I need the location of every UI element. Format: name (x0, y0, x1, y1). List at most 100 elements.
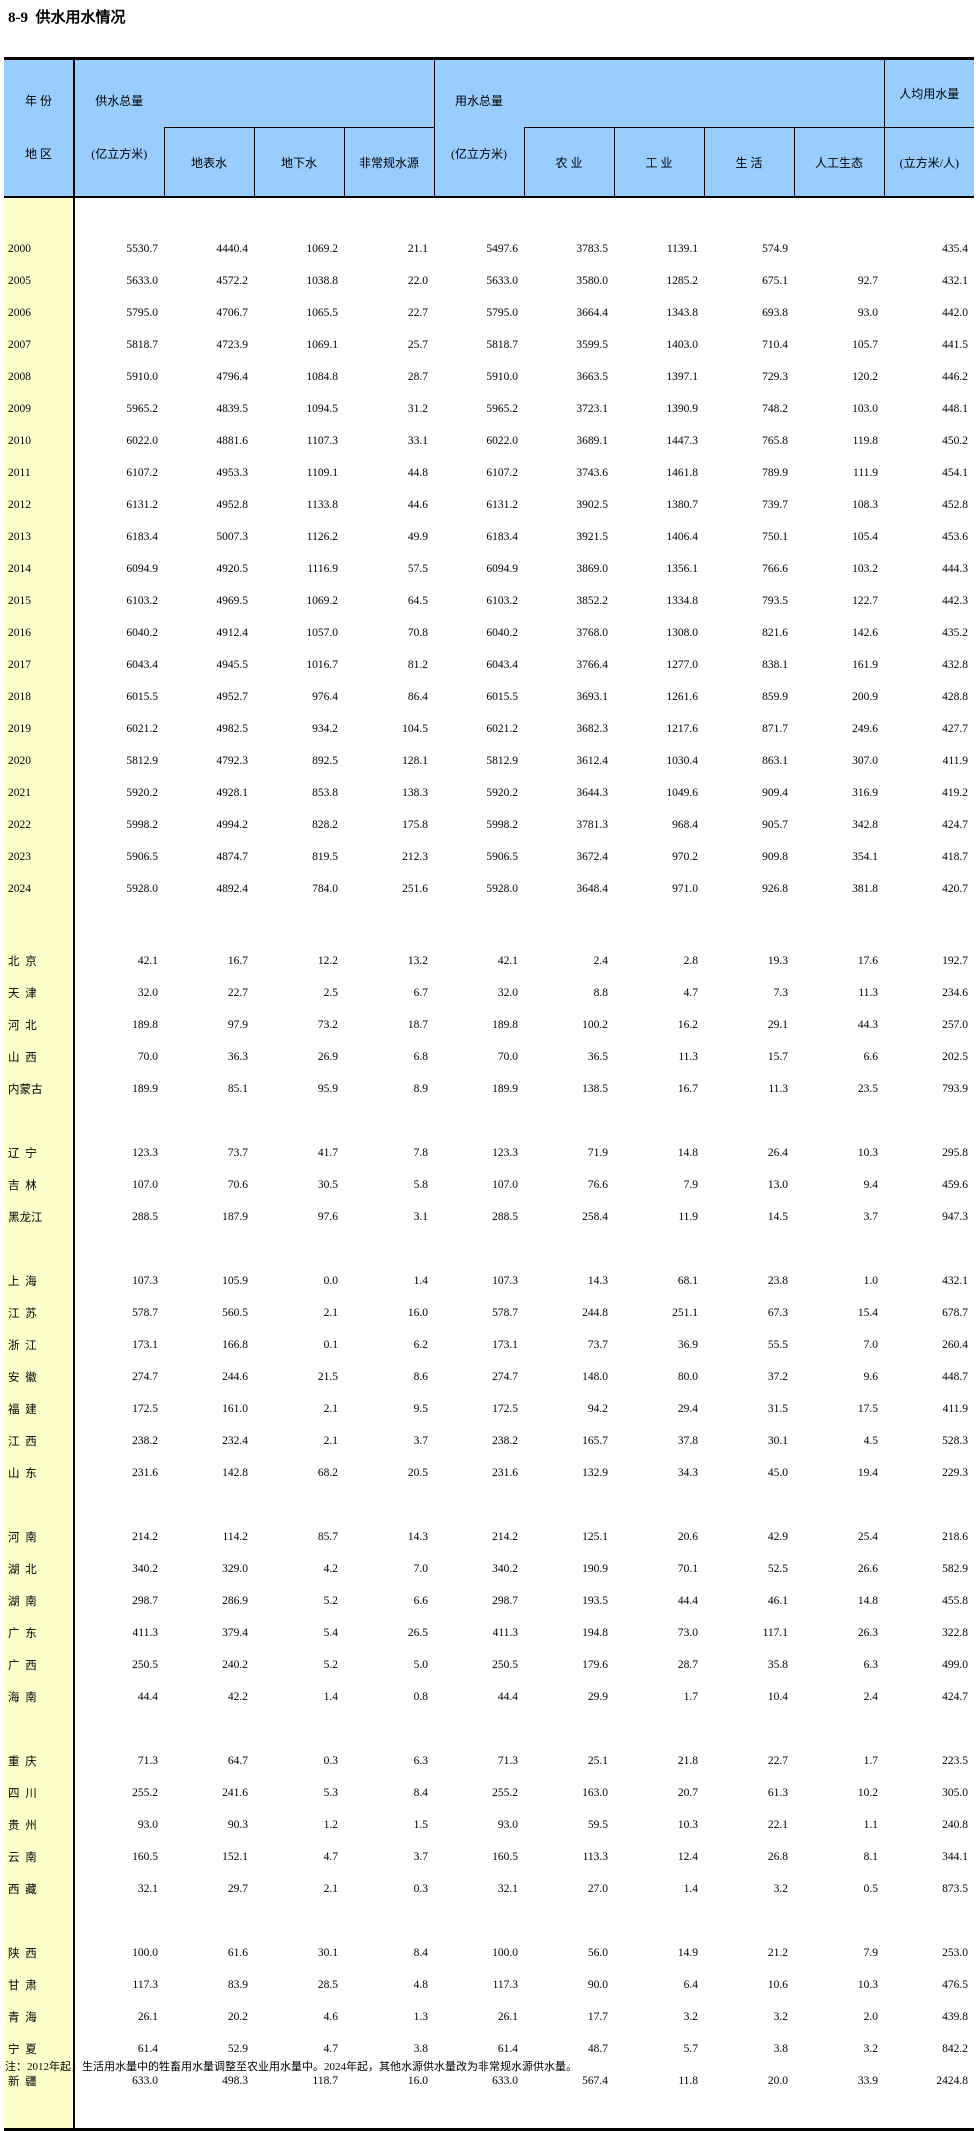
cell-value: 26.6 (857, 1563, 879, 1575)
table-row: 2024 5928.0 4892.4 784.0 251.6 5928.0 3648.4 97… (4, 873, 974, 905)
spacer-row (4, 1105, 974, 1137)
cell-value: 173.1 (492, 1339, 519, 1351)
cell-value: 729.3 (762, 371, 789, 383)
cell-value: 1.7 (683, 1691, 699, 1703)
cell-value: 27.0 (587, 1883, 609, 1895)
cell-value: 14.8 (677, 1147, 699, 1159)
cell-value: 160.5 (132, 1851, 158, 1863)
cell-value: 5906.5 (126, 851, 158, 863)
cell-value: 970.2 (672, 851, 699, 863)
cell-value: 454.1 (942, 467, 969, 479)
cell-value: 71.9 (587, 1147, 609, 1159)
cell-value: 3.7 (413, 1851, 429, 1863)
cell-value: 36.5 (587, 1051, 609, 1063)
cell-value: 5910.0 (126, 371, 158, 383)
cell-value: 1.3 (413, 2011, 429, 2023)
cell-value: 459.6 (942, 1179, 969, 1191)
cell-value: 6043.4 (486, 659, 519, 671)
cell-value: 3.2 (773, 1883, 789, 1895)
cell-value: 28.7 (407, 371, 429, 383)
cell-value: 160.5 (492, 1851, 519, 1863)
table-row: 2007 5818.7 4723.9 1069.1 25.7 5818.7 3599.5 14… (4, 329, 974, 361)
page-title: 8-9 供水用水情况 (8, 10, 126, 26)
cell-value: 25.7 (407, 339, 429, 351)
cell-value: 0.8 (413, 1691, 429, 1703)
cell-value: 693.8 (762, 307, 789, 319)
cell-value: 18.7 (407, 1019, 429, 1031)
cell-value: 5812.9 (126, 755, 158, 767)
table-row: 2015 6103.2 4969.5 1069.2 64.5 6103.2 3852.2 13… (4, 585, 974, 617)
header-unconventional-water: 非常规水源 (343, 127, 435, 197)
cell-value: 93.0 (497, 1819, 519, 1831)
cell-value: 947.3 (942, 1211, 969, 1223)
cell-value: 249.6 (852, 723, 879, 735)
cell-value: 187.9 (222, 1211, 248, 1223)
cell-value: 7.0 (863, 1339, 879, 1351)
cell-value: 16.0 (407, 1307, 429, 1319)
cell-value: 193.5 (582, 1595, 609, 1607)
cell-value: 9.4 (863, 1179, 879, 1191)
cell-value: 44.4 (497, 1691, 519, 1703)
header-supply-total: 供水总量 (亿立方米) (74, 58, 164, 197)
table-row: 四 川 255.2 241.6 5.3 8.4 255.2 163.0 20.7 61.3 10.… (4, 1777, 974, 1809)
row-label: 贵 州 (4, 1809, 75, 1841)
cell-value: 675.1 (762, 275, 789, 287)
cell-value: 251.1 (672, 1307, 699, 1319)
cell-value: 6094.9 (486, 563, 519, 575)
spacer-row-label-cell (4, 197, 75, 233)
cell-value: 93.0 (137, 1819, 158, 1831)
cell-value: 59.5 (587, 1819, 609, 1831)
cell-value: 244.8 (582, 1307, 609, 1319)
cell-value: 3648.4 (576, 883, 609, 895)
cell-value: 30.5 (317, 1179, 338, 1191)
cell-value: 418.7 (942, 851, 969, 863)
cell-value: 97.9 (227, 1019, 248, 1031)
cell-value: 4920.5 (216, 563, 248, 575)
spacer-row-body-cell (74, 1905, 974, 1937)
cell-value: 8.8 (593, 987, 609, 999)
cell-value: 14.9 (677, 1947, 699, 1959)
cell-value: 5530.7 (126, 243, 158, 255)
cell-value: 274.7 (492, 1371, 519, 1383)
row-label: 陕 西 (4, 1937, 75, 1969)
header-agriculture: 农 业 (523, 127, 615, 197)
cell-value: 123.3 (132, 1147, 158, 1159)
header-groundwater: 地下水 (253, 127, 344, 197)
cell-value: 871.7 (762, 723, 789, 735)
cell-value: 1069.1 (306, 339, 338, 351)
cell-value: 419.2 (942, 787, 969, 799)
cell-value: 33.9 (857, 2075, 879, 2087)
cell-value: 1133.8 (306, 499, 338, 511)
cell-value: 633.0 (492, 2075, 519, 2087)
cell-value: 95.9 (317, 1083, 338, 1095)
cell-value: 3612.4 (576, 755, 609, 767)
cell-value: 113.3 (582, 1851, 609, 1863)
cell-value: 6021.2 (126, 723, 158, 735)
cell-value: 8.6 (413, 1371, 429, 1383)
header-use-total-unit: (亿立方米) (451, 147, 508, 161)
cell-value: 3.8 (773, 2043, 789, 2055)
cell-value: 1308.0 (666, 627, 699, 639)
cell-value: 64.5 (407, 595, 429, 607)
spacer-row (4, 1233, 974, 1265)
cell-value: 37.2 (767, 1371, 789, 1383)
cell-value: 92.7 (857, 275, 879, 287)
cell-value: 0.0 (323, 1275, 338, 1287)
table-row: 内蒙古 189.9 85.1 95.9 8.9 189.9 138.5 16.7 11.3 23.… (4, 1073, 974, 1105)
spacer-row-body-cell (74, 1489, 974, 1521)
header-per-capita-unit: (立方米/人) (883, 127, 975, 197)
cell-value: 10.2 (857, 1787, 879, 1799)
cell-value: 2.1 (323, 1307, 338, 1319)
cell-value: 97.6 (317, 1211, 338, 1223)
cell-value: 4706.7 (216, 307, 248, 319)
cell-value: 5795.0 (126, 307, 158, 319)
cell-value: 85.7 (317, 1531, 338, 1543)
cell-value: 25.4 (857, 1531, 879, 1543)
cell-value: 214.2 (492, 1531, 519, 1543)
cell-value: 428.8 (942, 691, 969, 703)
cell-value: 42.1 (497, 955, 519, 967)
cell-value: 238.2 (492, 1435, 519, 1447)
cell-value: 238.2 (132, 1435, 158, 1447)
row-label: 2006 (4, 297, 75, 329)
cell-value: 257.0 (942, 1019, 969, 1031)
